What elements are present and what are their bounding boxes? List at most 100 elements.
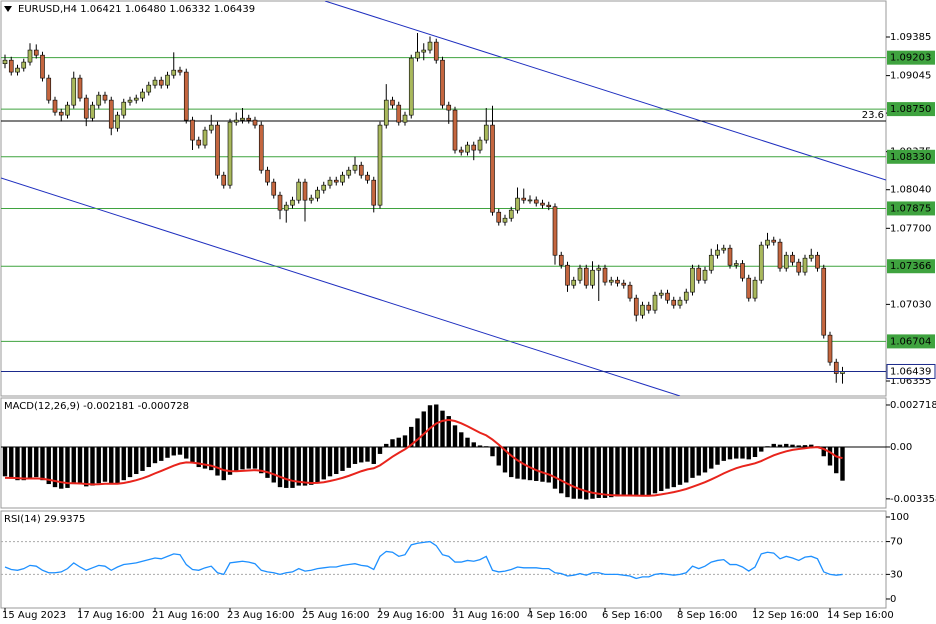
candle-body xyxy=(158,79,164,86)
menu-icon[interactable] xyxy=(4,6,12,12)
macd-bar xyxy=(321,446,326,480)
macd-bar xyxy=(540,446,545,482)
candle-body xyxy=(415,51,420,59)
macd-bar xyxy=(184,446,189,459)
candle-body xyxy=(458,149,464,153)
y-tick-label: 1.07030 xyxy=(890,299,931,310)
candle-body xyxy=(565,264,570,286)
candle-body xyxy=(227,121,233,186)
candle-body xyxy=(533,199,539,204)
last-price-box xyxy=(886,363,936,379)
candle-body xyxy=(77,77,83,99)
macd-bar xyxy=(640,446,645,497)
x-tick-label: 25 Aug 16:00 xyxy=(302,610,369,621)
candle-body xyxy=(527,199,533,202)
rsi-panel xyxy=(0,510,887,609)
macd-bar xyxy=(809,444,814,447)
macd-bar xyxy=(240,446,245,470)
candle-body xyxy=(733,263,739,266)
candle-body xyxy=(690,267,695,293)
trend-line-lower xyxy=(1,177,681,396)
macd-bar xyxy=(146,446,151,468)
candle-body xyxy=(677,299,683,306)
macd-bar xyxy=(165,446,170,458)
candle-body xyxy=(21,61,27,69)
candle-body xyxy=(315,189,320,199)
macd-bar xyxy=(302,446,308,486)
macd-bar xyxy=(396,437,401,447)
macd-bar xyxy=(196,446,201,468)
candle-body xyxy=(346,169,352,176)
macd-bar xyxy=(234,446,239,472)
candle-body xyxy=(8,59,14,73)
candle-body xyxy=(140,91,145,99)
macd-bar xyxy=(709,446,714,469)
candle-body xyxy=(752,279,758,299)
macd-bar xyxy=(727,446,733,460)
candle-body xyxy=(558,254,564,266)
y-tick-label: 1.07700 xyxy=(890,223,931,234)
x-tick-label: 14 Sep 16:00 xyxy=(827,610,894,621)
candle-body xyxy=(177,69,183,73)
macd-bar xyxy=(340,446,345,471)
macd-bar xyxy=(665,446,670,489)
y-tick-label: 1.08040 xyxy=(890,185,931,196)
macd-bar xyxy=(615,446,620,497)
candle-body xyxy=(796,261,802,273)
candle-body xyxy=(783,254,789,269)
macd-panel xyxy=(0,397,887,509)
macd-bar xyxy=(552,446,558,489)
signal-line xyxy=(5,418,843,497)
candle-body xyxy=(152,79,158,86)
macd-bar xyxy=(309,446,314,485)
macd-bar xyxy=(421,411,426,447)
candle-body xyxy=(240,117,245,121)
level-box xyxy=(887,259,935,274)
macd-bar xyxy=(596,446,601,498)
candle-body xyxy=(183,71,189,121)
candle-body xyxy=(133,97,139,101)
candle-body xyxy=(765,239,770,246)
y-tick-label: 1.09045 xyxy=(890,71,931,82)
candle-body xyxy=(27,49,33,63)
macd-bar xyxy=(215,446,220,476)
macd-bar xyxy=(190,446,195,464)
macd-bar xyxy=(821,446,826,457)
level-label: 1.08330 xyxy=(890,152,931,163)
macd-bar xyxy=(352,446,358,464)
candle-body xyxy=(33,49,39,56)
macd-bar xyxy=(227,446,233,475)
macd-bar xyxy=(384,443,389,447)
macd-bar xyxy=(790,444,795,447)
macd-bar xyxy=(334,446,339,475)
candle-body xyxy=(352,164,358,171)
x-tick-label: 15 Aug 2023 xyxy=(2,610,66,621)
candle-body xyxy=(71,77,77,106)
candle-body xyxy=(627,284,633,299)
macd-bar xyxy=(740,446,745,459)
macd-bar xyxy=(659,446,664,492)
macd-bar xyxy=(315,446,320,483)
candle-body xyxy=(702,269,708,281)
macd-bar xyxy=(440,410,445,447)
candle-body xyxy=(746,277,752,299)
macd-bar xyxy=(134,446,139,475)
candle-body xyxy=(821,267,827,336)
macd-bar xyxy=(277,446,283,488)
x-tick-label: 29 Aug 16:00 xyxy=(377,610,444,621)
candle-body xyxy=(427,41,433,51)
candle-body xyxy=(146,84,152,93)
candle-body xyxy=(540,202,545,206)
macd-bar xyxy=(784,443,789,447)
macd-bar xyxy=(371,446,376,464)
candle-body xyxy=(102,94,108,101)
candle-body xyxy=(777,241,783,269)
macd-bar xyxy=(177,446,183,455)
y-tick-label: 1.06355 xyxy=(890,376,931,387)
candle-body xyxy=(202,129,208,146)
candle-body xyxy=(683,291,689,301)
candle-body xyxy=(390,99,395,106)
candle-body xyxy=(365,174,370,181)
candle-body xyxy=(308,197,314,201)
